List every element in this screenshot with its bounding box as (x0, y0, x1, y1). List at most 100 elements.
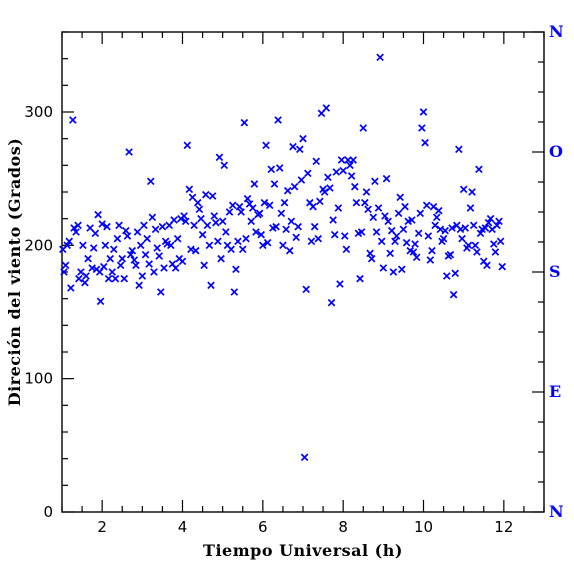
data-point (434, 206, 443, 215)
data-point (326, 184, 334, 192)
data-point (324, 173, 332, 182)
data-point (496, 237, 505, 246)
data-point (115, 221, 123, 230)
data-point (123, 232, 132, 240)
data-point (86, 224, 94, 232)
data-point (140, 221, 148, 230)
data-point (307, 237, 316, 246)
data-point (69, 116, 77, 124)
data-point (342, 245, 351, 254)
compass-label: O (549, 142, 563, 161)
data-point (300, 453, 309, 462)
data-point (461, 224, 470, 232)
data-point (292, 233, 300, 242)
data-point (217, 254, 225, 263)
data-point (145, 260, 153, 268)
data-point (299, 134, 307, 143)
data-point (111, 274, 120, 283)
y-tick-labels: 0 100 200 300 (24, 103, 53, 521)
data-point (377, 237, 386, 246)
data-point (473, 248, 481, 256)
data-point (148, 213, 157, 222)
data-point (89, 244, 98, 252)
data-point (283, 186, 292, 195)
data-point (329, 216, 337, 224)
data-point (451, 269, 460, 278)
data-point (201, 190, 210, 199)
data-point (157, 288, 165, 296)
data-point (381, 212, 389, 220)
data-point (263, 238, 272, 247)
data-point (277, 209, 286, 218)
data-point (442, 272, 451, 280)
data-point (498, 262, 507, 271)
data-point (70, 224, 78, 232)
data-point (235, 202, 244, 211)
data-point (238, 245, 247, 254)
data-point (155, 252, 164, 260)
data-point (280, 198, 289, 207)
data-point (386, 249, 394, 258)
x-tick-label: 8 (338, 518, 348, 536)
data-point (234, 237, 242, 246)
data-point (120, 274, 129, 283)
data-point (418, 124, 426, 132)
x-tick-label: 10 (414, 518, 433, 536)
data-point (200, 261, 208, 270)
data-point (61, 261, 70, 270)
data-point (489, 240, 498, 248)
data-point (282, 225, 290, 234)
data-point (67, 284, 75, 292)
data-point (198, 230, 207, 239)
data-point (337, 156, 346, 164)
data-point (339, 166, 347, 175)
data-point (96, 297, 105, 306)
data-point (218, 217, 227, 226)
data-point (398, 265, 406, 274)
data-point (429, 202, 438, 211)
data-point (468, 188, 476, 196)
data-point (361, 198, 369, 207)
data-point (316, 197, 324, 206)
data-point (99, 262, 108, 271)
data-point (332, 168, 341, 176)
data-point (101, 241, 110, 250)
data-point (267, 165, 276, 174)
data-point (424, 232, 433, 240)
data-point (106, 254, 115, 263)
data-point (448, 224, 456, 232)
data-point (367, 254, 376, 263)
data-point (352, 198, 361, 207)
x-tick-label: 2 (97, 518, 107, 536)
data-point (125, 148, 133, 156)
data-point (122, 226, 130, 235)
data-point (158, 222, 167, 231)
data-point (247, 217, 255, 226)
data-point (191, 246, 200, 255)
data-point (230, 288, 239, 296)
data-point (180, 212, 188, 220)
y-tick-label: 100 (24, 370, 53, 388)
data-point (141, 250, 150, 259)
data-point (197, 214, 205, 223)
data-point (84, 254, 92, 263)
data-point (205, 241, 214, 250)
data-point (98, 220, 106, 228)
data-point (116, 261, 125, 270)
data-point (178, 257, 187, 266)
data-point (243, 194, 252, 203)
data-point (193, 198, 202, 207)
plot-frame (61, 31, 545, 513)
data-point (143, 234, 151, 243)
data-point (250, 180, 259, 188)
data-point (346, 161, 354, 170)
data-point (290, 182, 299, 191)
data-point (289, 142, 297, 151)
data-point (240, 118, 249, 127)
data-point (408, 216, 416, 224)
data-point (279, 241, 287, 250)
data-point (113, 234, 122, 243)
data-point (259, 241, 267, 250)
data-point (464, 241, 473, 250)
data-point (327, 298, 336, 307)
